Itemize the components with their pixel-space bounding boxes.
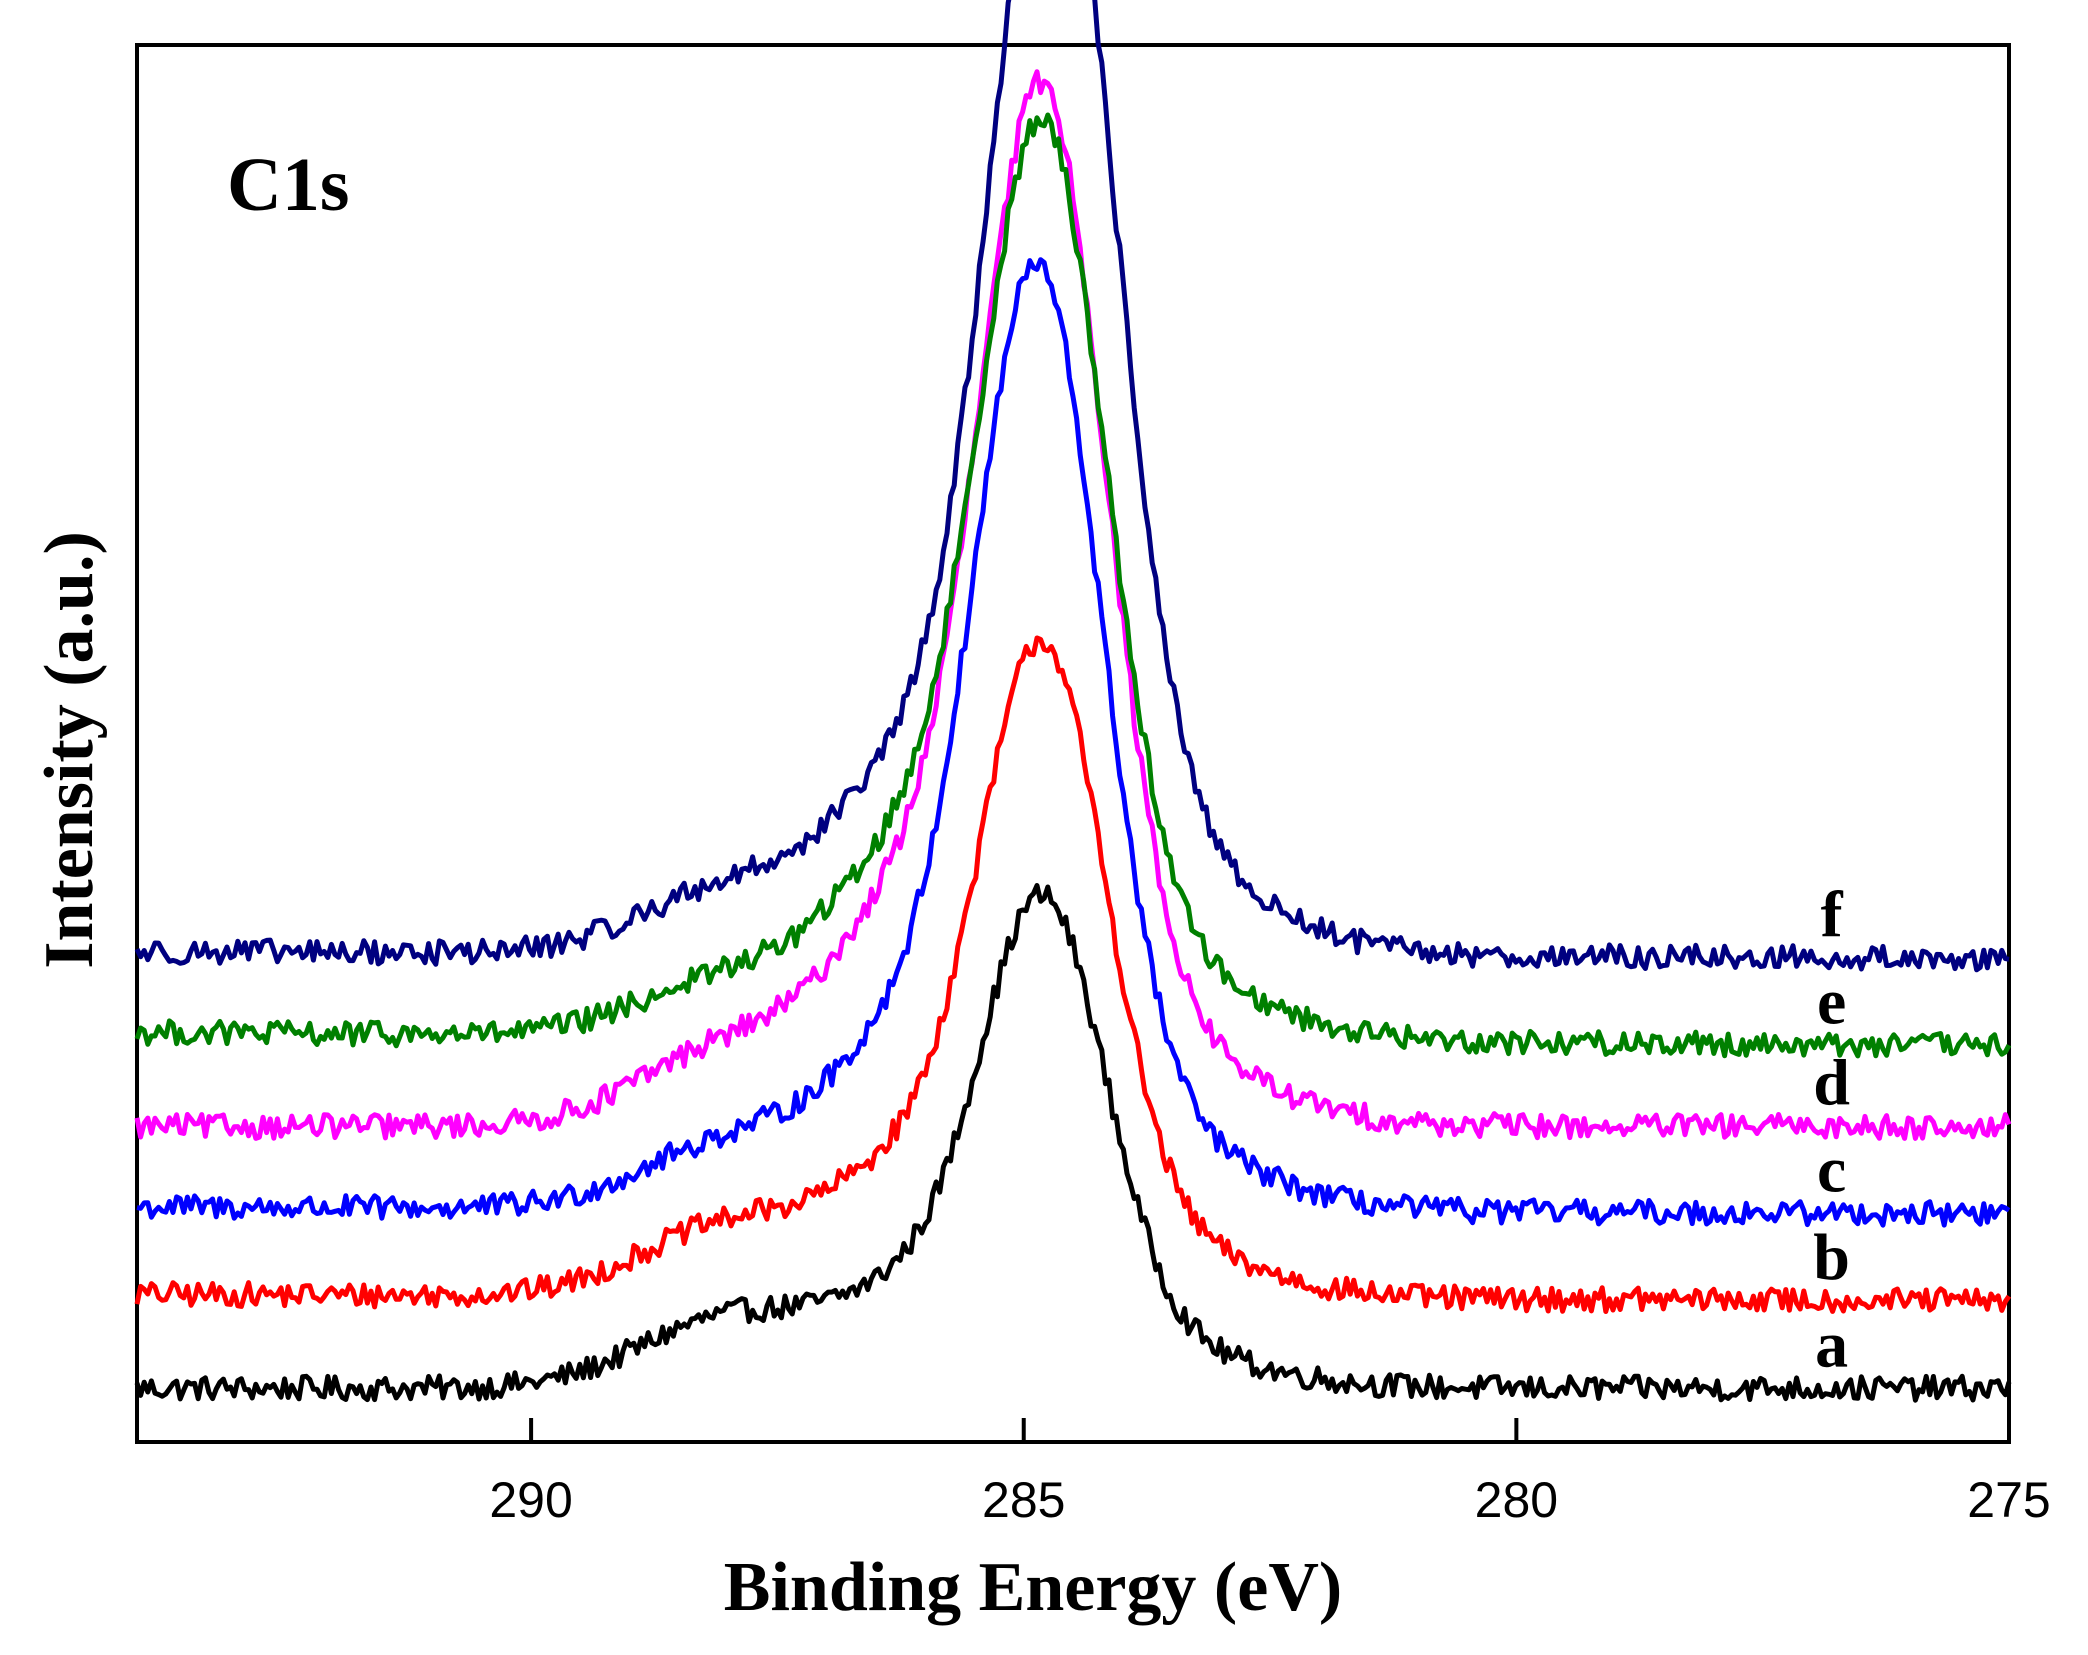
x-axis-ticks: 290 285 280 275 [489, 1418, 2051, 1528]
series-line-f [134, 0, 2010, 973]
series-line-b [134, 635, 2012, 1314]
x-axis-title: Binding Energy (eV) [724, 1549, 1342, 1626]
series-label-c: c [1817, 1134, 1846, 1207]
series-label-e: e [1817, 966, 1846, 1039]
plot-frame [135, 43, 2011, 1444]
series-line-e [134, 112, 2012, 1059]
series-line-a [134, 883, 2012, 1403]
series-line-c [136, 257, 2011, 1228]
series-line-d [134, 69, 2012, 1141]
y-axis-title: Intensity (a.u.) [31, 531, 108, 969]
x-tick-label: 285 [982, 1472, 1065, 1528]
x-tick-label: 275 [1967, 1472, 2050, 1528]
series-label-f: f [1821, 878, 1844, 951]
series-label-d: d [1813, 1046, 1850, 1119]
x-tick-label: 280 [1475, 1472, 1558, 1528]
series-label-b: b [1813, 1221, 1850, 1294]
x-tick-label: 290 [489, 1472, 572, 1528]
panel-label: C1s [227, 143, 349, 227]
series-label-a: a [1815, 1308, 1848, 1381]
